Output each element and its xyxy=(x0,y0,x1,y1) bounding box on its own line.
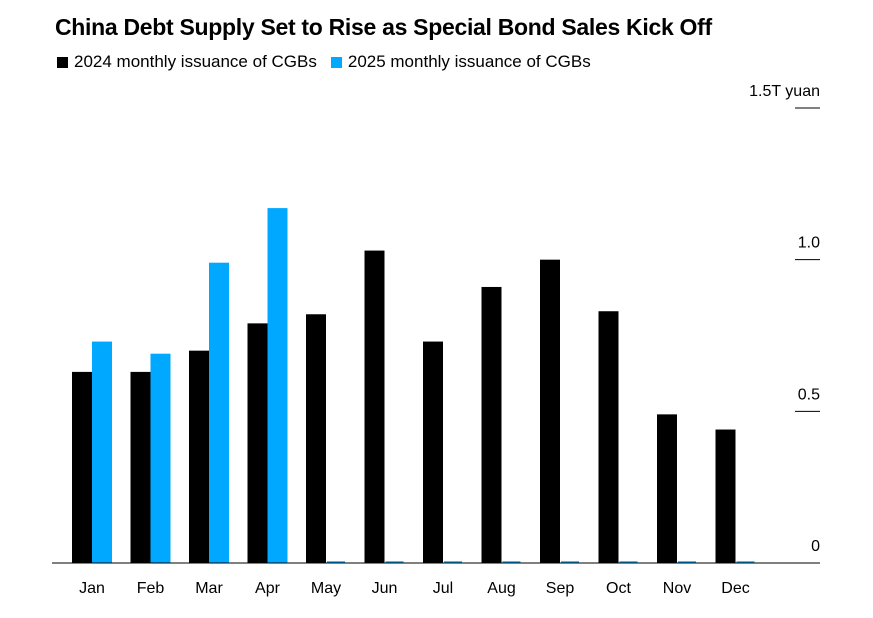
x-tick-label-sep: Sep xyxy=(546,580,575,597)
x-tick-label-feb: Feb xyxy=(137,580,165,597)
y-tick-label-0: 0 xyxy=(811,538,820,555)
bar-2024-jun xyxy=(364,250,385,564)
x-tick-label-mar: Mar xyxy=(195,580,223,597)
x-tick-label-jun: Jun xyxy=(372,580,398,597)
legend-swatch-2024 xyxy=(57,56,68,68)
bar-2024-nov xyxy=(657,414,677,563)
y-tick-label-3: 1.5T yuan xyxy=(749,83,820,100)
bar-2024-aug xyxy=(481,286,502,563)
x-tick-label-apr: Apr xyxy=(255,580,281,597)
legend-label-2024: 2024 monthly issuance of CGBs xyxy=(74,52,317,71)
legend-item-2024: 2024 monthly issuance of CGBs xyxy=(57,52,317,72)
bar-2025-mar xyxy=(209,262,229,563)
legend-item-2025: 2025 monthly issuance of CGBs xyxy=(330,52,591,72)
chart-title: China Debt Supply Set to Rise as Special… xyxy=(55,14,712,40)
bar-2025-feb xyxy=(150,353,171,563)
bar-2024-mar xyxy=(189,350,209,563)
bar-2025-jan xyxy=(92,341,112,563)
legend-swatch-2025 xyxy=(330,56,342,68)
legend-label-2025: 2025 monthly issuance of CGBs xyxy=(347,52,591,71)
x-tick-label-oct: Oct xyxy=(606,580,631,597)
x-tick-label-dec: Dec xyxy=(721,580,749,597)
x-tick-label-jan: Jan xyxy=(79,580,105,597)
bar-2024-jan xyxy=(72,371,92,563)
x-tick-label-may: May xyxy=(311,580,341,597)
bar-2024-sep xyxy=(540,259,560,563)
bar-2024-oct xyxy=(598,311,619,563)
bar-2024-dec xyxy=(715,429,736,563)
x-tick-label-aug: Aug xyxy=(487,580,515,597)
bar-2024-jul xyxy=(423,341,443,563)
y-tick-label-1: 0.5 xyxy=(798,386,820,403)
y-tick-label-2: 1.0 xyxy=(798,235,820,252)
bar-2024-feb xyxy=(130,371,151,563)
bar-2025-apr xyxy=(267,208,288,563)
x-tick-label-nov: Nov xyxy=(663,580,691,597)
x-tick-label-jul: Jul xyxy=(433,580,453,597)
bar-2024-apr xyxy=(247,323,268,563)
legend: 2024 monthly issuance of CGBs 2025 month… xyxy=(57,52,605,72)
bar-2024-may xyxy=(306,314,326,563)
